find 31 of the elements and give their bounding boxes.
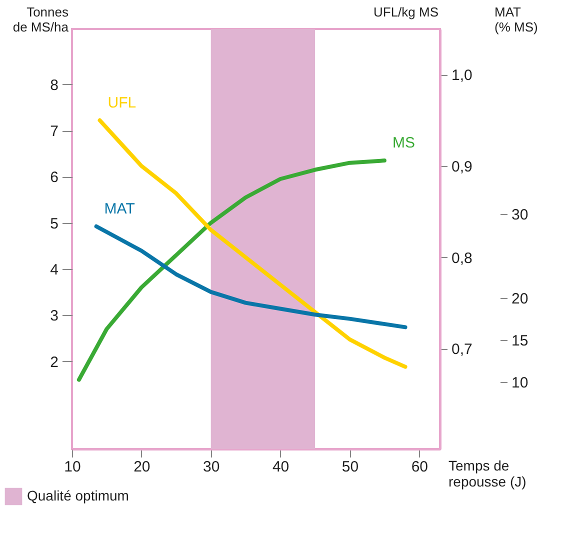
legend-label: Qualité optimum (27, 488, 129, 504)
x-tick-label: 40 (272, 458, 290, 476)
y2-tick-label: 0,8 (452, 250, 472, 267)
x-axis-title: Temps de repousse (J) (448, 458, 526, 490)
y-tick-label: 2 (50, 354, 58, 371)
x-tick-label: 60 (411, 458, 428, 476)
y2-tick-label: 1,0 (452, 67, 472, 84)
x-tick-label: 20 (134, 458, 150, 476)
y-tick-label: 4 (50, 262, 58, 278)
x-tick-label: 50 (342, 458, 359, 476)
y2-tick-label: 0,7 (452, 341, 472, 358)
y-axis-title: Tonnes de MS/ha (12, 4, 70, 34)
y-tick-label: 5 (50, 215, 58, 232)
y2-tick-label: 0,9 (452, 158, 472, 176)
series-label: UFL (108, 94, 136, 112)
y3-axis-title: MAT (% MS) (494, 4, 538, 34)
x-tick-label: 10 (64, 458, 81, 476)
series-label: MS (392, 134, 415, 152)
line-series (76, 158, 386, 382)
y-tick-label: 7 (50, 123, 58, 140)
y3-tick-label: 30 (512, 206, 528, 224)
y3-tick-label: 15 (512, 332, 528, 350)
series-label: MAT (104, 200, 135, 218)
y3-tick-label: 10 (512, 374, 528, 392)
line-series (94, 224, 408, 330)
x-tick-label: 30 (203, 458, 220, 476)
y3-tick-label: 20 (512, 290, 528, 308)
y-tick-label: 3 (50, 308, 58, 325)
y-tick-label: 6 (50, 169, 58, 186)
y-tick-label: 8 (50, 76, 58, 94)
y2-axis-title: UFL/kg MS (373, 4, 439, 20)
